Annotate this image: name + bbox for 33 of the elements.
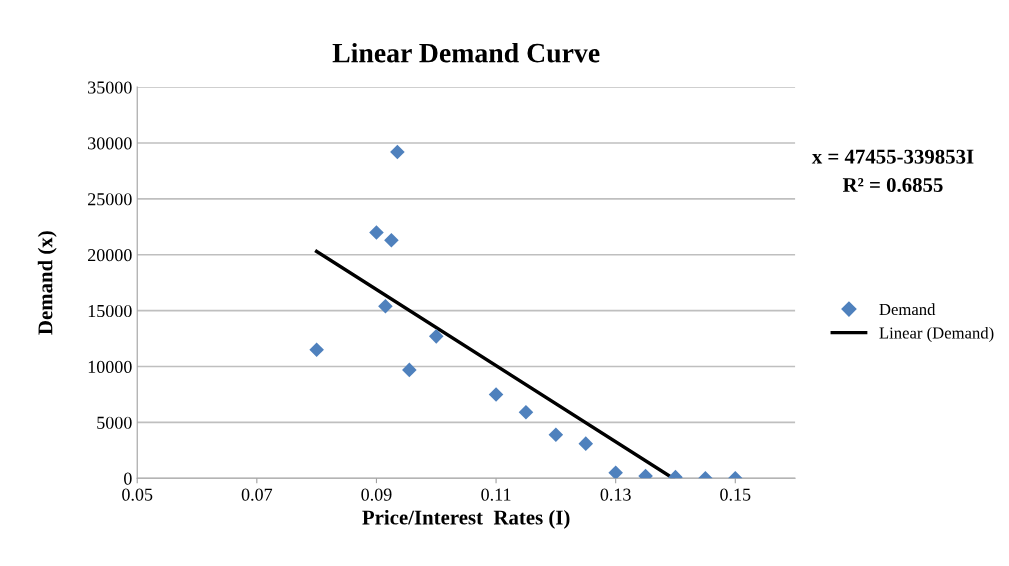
text: R² = 0.6855 <box>842 177 943 193</box>
point <box>428 329 444 344</box>
point <box>608 465 623 479</box>
y-tick-label: 35000 <box>88 81 132 94</box>
y-tick-label: 10000 <box>88 360 132 373</box>
y-tick-label: 20000 <box>88 249 132 262</box>
y-tick-label: 25000 <box>88 193 132 206</box>
point <box>378 298 393 314</box>
point <box>402 362 417 378</box>
legend-label: Linear (Demand) <box>879 326 994 342</box>
y-tick-label: 15000 <box>88 304 132 318</box>
y-tick-label: 30000 <box>88 137 132 150</box>
point <box>548 427 564 442</box>
y-axis-title: Demand (x) <box>37 231 57 335</box>
x-tick-label: 0.07 <box>241 488 273 501</box>
x-tick-label: 0.13 <box>600 488 631 501</box>
y-tick-label: 0 <box>124 472 132 485</box>
chart-title: Linear Demand Curve <box>332 42 600 63</box>
point <box>578 436 594 451</box>
x-tick-label: 0.15 <box>720 488 751 501</box>
text: x = 47455-339853I <box>811 149 974 164</box>
point <box>384 232 399 248</box>
x-tick-label: 0.05 <box>122 488 153 501</box>
x-tick-label: 0.09 <box>361 488 392 501</box>
legend-label: Demand <box>879 303 936 316</box>
x-tick-label: 0.11 <box>481 488 511 501</box>
x-axis-title: Price/Interest Rates (I) <box>362 509 570 529</box>
y-tick-label: 5000 <box>97 416 132 429</box>
point <box>369 225 384 240</box>
point <box>488 387 504 402</box>
point <box>390 144 405 160</box>
point <box>309 342 324 358</box>
point <box>518 405 534 420</box>
